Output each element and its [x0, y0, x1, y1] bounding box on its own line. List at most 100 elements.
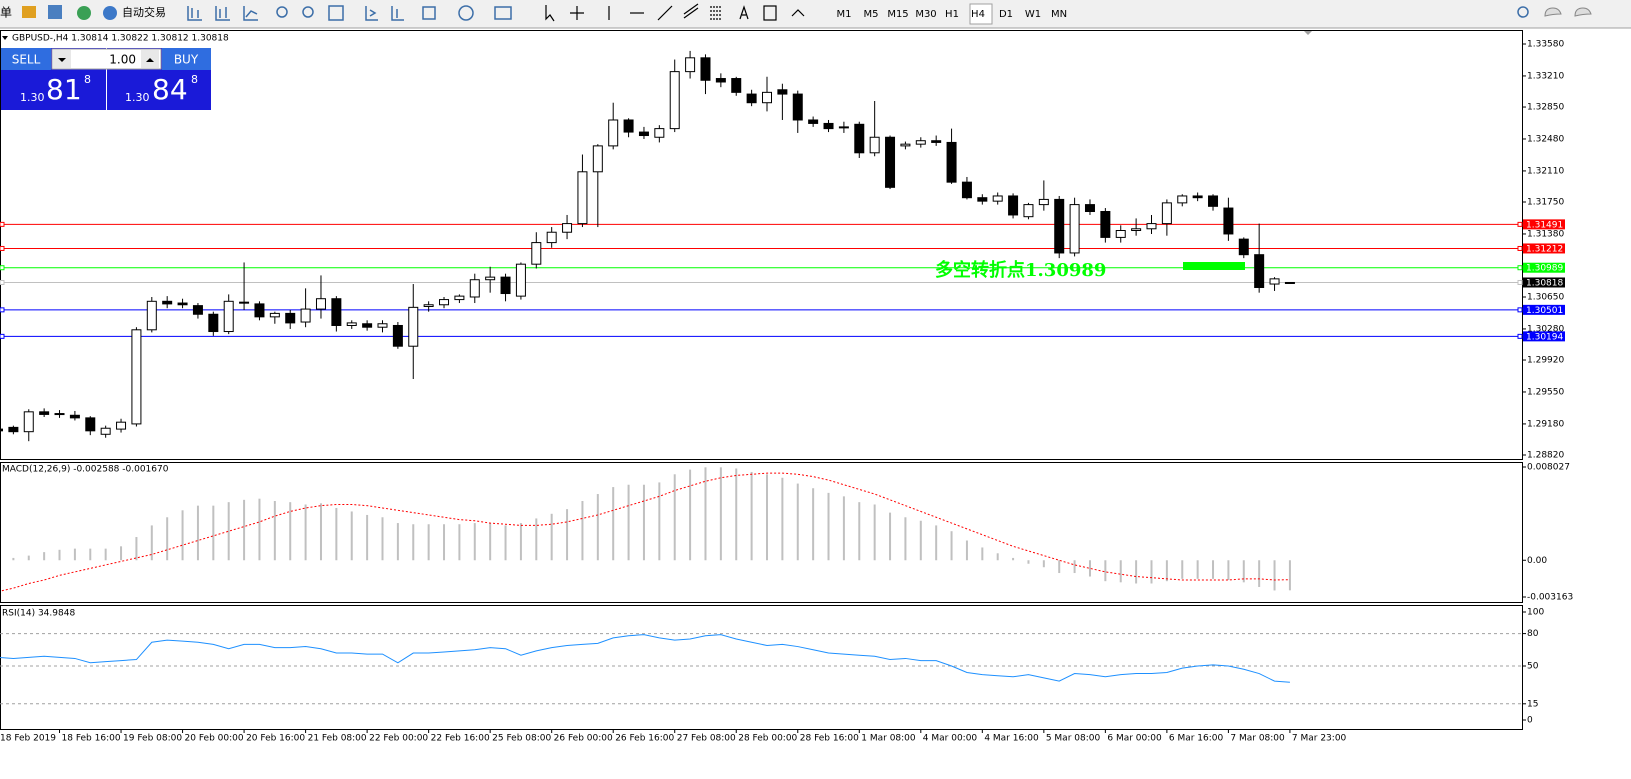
histogram-bar: [304, 504, 307, 561]
histogram-bar: [166, 517, 169, 561]
icon[interactable]: [458, 5, 474, 21]
candle-body: [1238, 238, 1249, 256]
histogram-bar: [1242, 560, 1245, 583]
icon[interactable]: [276, 6, 288, 18]
candle-body: [485, 276, 496, 281]
timeframe-button[interactable]: W1: [1025, 9, 1041, 20]
candle-body: [254, 303, 265, 318]
histogram-bar: [981, 547, 984, 561]
y-tick-label: 15: [1527, 699, 1538, 709]
icon[interactable]: [791, 9, 805, 17]
timeframe-button[interactable]: M15: [887, 9, 908, 20]
x-tick-label: 26 Feb 00:00: [554, 734, 613, 744]
buy-label[interactable]: BUY: [174, 53, 199, 67]
candle-body: [192, 305, 203, 315]
icon[interactable]: [391, 6, 404, 21]
icon[interactable]: [570, 6, 584, 20]
autotrade-button[interactable]: 自动交易: [122, 5, 166, 19]
histogram-bar: [504, 525, 507, 561]
histogram-bar: [104, 548, 107, 561]
chat-icon[interactable]: [1544, 7, 1562, 17]
candle-body: [377, 323, 388, 328]
timeframe-button[interactable]: D1: [999, 9, 1013, 20]
candle-body: [992, 195, 1003, 202]
histogram-bar: [935, 525, 938, 561]
candle-body: [1038, 198, 1049, 206]
candle-body: [854, 123, 865, 154]
candle-body: [592, 145, 603, 173]
sell-button[interactable]: [1, 48, 51, 70]
histogram-bar: [1258, 560, 1261, 587]
icon[interactable]: [187, 6, 202, 21]
timeframe-button[interactable]: H4: [971, 9, 985, 20]
timeframe-button[interactable]: M30: [915, 9, 936, 20]
icon[interactable]: [328, 5, 344, 21]
candle-body: [915, 140, 926, 145]
histogram-bar: [1181, 560, 1184, 579]
shift-marker: [1304, 31, 1312, 35]
timeframe-button[interactable]: H1: [945, 9, 959, 20]
icon[interactable]: [657, 5, 673, 21]
icon[interactable]: [302, 6, 314, 18]
candle-body: [1192, 195, 1203, 199]
menu-label[interactable]: 单: [0, 6, 12, 20]
icon[interactable]: [215, 6, 230, 21]
histogram-bar: [519, 523, 522, 561]
histogram-bar: [1027, 560, 1030, 564]
candle-body: [346, 322, 357, 326]
level-marker: [1517, 307, 1523, 313]
trade-panel: SELL BUY 1.00 1.30 81 8 1.30 84 8: [1, 48, 211, 110]
toolbar-icons: [187, 5, 512, 21]
lots-value[interactable]: 1.00: [109, 53, 136, 67]
histogram-bar: [719, 467, 722, 561]
symbol-marker: [2, 36, 8, 40]
icon[interactable]: [545, 5, 555, 22]
icon[interactable]: [739, 5, 749, 20]
x-tick-label: 5 Mar 08:00: [1046, 734, 1101, 744]
icon[interactable]: [365, 6, 378, 21]
timeframe-button[interactable]: M1: [837, 9, 852, 20]
histogram-bar: [258, 498, 261, 561]
icon[interactable]: [48, 5, 62, 19]
icon[interactable]: [710, 6, 722, 20]
icon[interactable]: [494, 6, 512, 20]
histogram-bar: [43, 552, 46, 561]
histogram-bar: [812, 488, 815, 561]
icon[interactable]: [22, 6, 36, 18]
buy-button[interactable]: [162, 48, 211, 70]
x-tick-label: 22 Feb 16:00: [431, 734, 490, 744]
icon[interactable]: [422, 6, 436, 20]
histogram-bar: [735, 468, 738, 561]
icon[interactable]: [103, 6, 117, 20]
histogram-bar: [1288, 560, 1291, 591]
symbol-title: GBPUSD-,H4 1.30814 1.30822 1.30812 1.308…: [12, 34, 229, 44]
icon[interactable]: [763, 5, 777, 21]
icon[interactable]: [683, 3, 699, 19]
lots-field[interactable]: [51, 48, 162, 70]
icon[interactable]: [243, 6, 258, 21]
timeframe-button[interactable]: MN: [1051, 9, 1067, 20]
histogram-bar: [489, 523, 492, 561]
x-tick-label: 22 Feb 00:00: [369, 734, 428, 744]
timeframe-button[interactable]: M5: [864, 9, 879, 20]
histogram-bar: [1012, 557, 1015, 561]
sell-label[interactable]: SELL: [12, 53, 41, 67]
candle-body: [900, 143, 911, 147]
y-tick-label: -0.003163: [1527, 593, 1573, 603]
level-marker: [0, 279, 5, 285]
histogram-bar: [842, 496, 845, 561]
y-tick-label: 1.32110: [1527, 166, 1564, 176]
candle-body: [931, 140, 942, 143]
level-label: 1.30989: [1526, 264, 1563, 274]
pivot-marker: [1183, 262, 1245, 270]
search-icon[interactable]: [1517, 6, 1529, 18]
histogram-bar: [443, 524, 446, 561]
chat-icon[interactable]: [1574, 7, 1592, 17]
y-tick-label: 1.29550: [1527, 387, 1564, 397]
histogram-bar: [73, 548, 76, 561]
icon[interactable]: [77, 6, 91, 20]
histogram-bar: [1058, 560, 1061, 574]
histogram-bar: [1196, 560, 1199, 579]
histogram-bar: [919, 520, 922, 561]
y-tick-label: 1.33580: [1527, 39, 1564, 49]
